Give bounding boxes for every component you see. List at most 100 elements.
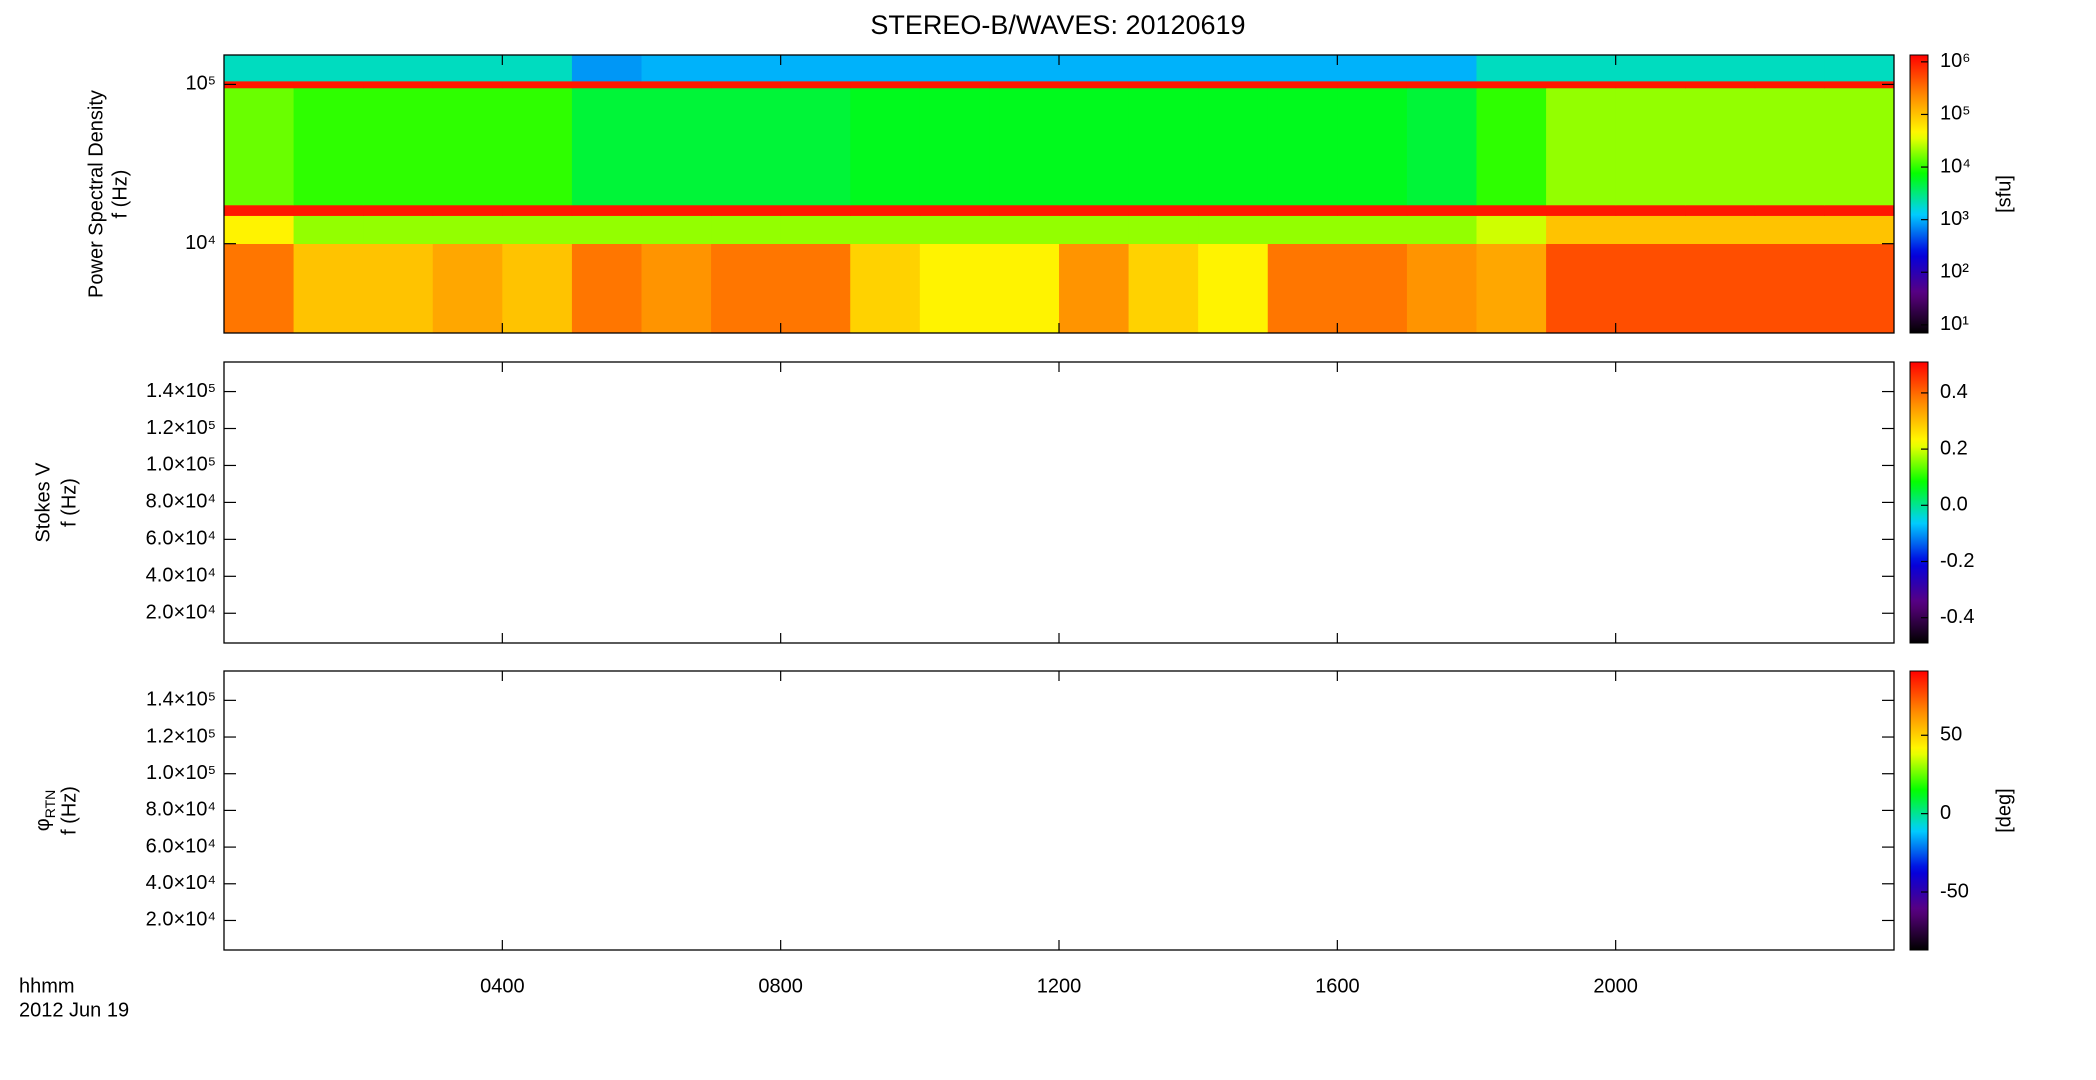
heatmap-cell — [1546, 55, 1617, 82]
heatmap-cell — [711, 81, 782, 89]
colorbar-tick-label: 0 — [1940, 802, 1951, 824]
heatmap-cell — [502, 215, 573, 244]
heatmap-cell — [1546, 243, 1617, 334]
y-tick-label: 1.4×10⁵ — [146, 380, 216, 402]
heatmap-cell — [571, 204, 642, 216]
plot-frame — [223, 670, 1895, 951]
colorbar-label: [deg] — [1993, 788, 2015, 832]
y-tick-label: 10⁴ — [185, 232, 216, 254]
heatmap-cell — [293, 204, 364, 216]
heatmap-cell — [780, 243, 851, 334]
plot-frame — [223, 361, 1895, 644]
heatmap-cell — [1546, 215, 1617, 244]
heatmap-cell — [1406, 204, 1477, 216]
colorbar-tick-label: -0.4 — [1940, 606, 1974, 628]
colorbar-tick-label: 0.2 — [1940, 437, 1968, 459]
colorbar — [1909, 54, 1929, 334]
heatmap-cell — [989, 87, 1060, 206]
heatmap-cell — [1546, 81, 1617, 89]
heatmap-cell — [1198, 87, 1269, 206]
heatmap-cell — [363, 81, 434, 89]
y-axis-label-subscript: RTN — [42, 790, 58, 819]
heatmap-cell — [989, 81, 1060, 89]
heatmap-cell — [432, 204, 503, 216]
heatmap-cell — [1267, 204, 1338, 216]
heatmap-cell — [1476, 87, 1547, 206]
heatmap-cell — [1754, 243, 1825, 334]
colorbar-tick-label: 10⁶ — [1940, 50, 1970, 72]
heatmap-cell — [502, 204, 573, 216]
heatmap-cell — [780, 81, 851, 89]
heatmap-cell — [224, 215, 295, 244]
y-tick-label: 4.0×10⁴ — [146, 565, 216, 587]
heatmap-cell — [1406, 215, 1477, 244]
heatmap-cell — [1198, 55, 1269, 82]
y-tick-label: 4.0×10⁴ — [146, 872, 216, 894]
heatmap-cell — [1059, 215, 1130, 244]
heatmap-cell — [293, 87, 364, 206]
y-axis-label: Stokes V — [32, 462, 54, 543]
heatmap-cell — [1476, 81, 1547, 89]
heatmap-cell — [919, 204, 990, 216]
heatmap-cell — [711, 55, 782, 82]
heatmap-cell — [641, 55, 712, 82]
heatmap-cell — [224, 87, 295, 206]
x-tick-label: 2000 — [1593, 975, 1638, 997]
y-tick-label: 2.0×10⁴ — [146, 909, 216, 931]
colorbar-label: [sfu] — [1993, 175, 2015, 213]
heatmap-cell — [1406, 243, 1477, 334]
date-label: 2012 Jun 19 — [19, 999, 129, 1021]
heatmap-cell — [1476, 215, 1547, 244]
heatmap-cell — [989, 204, 1060, 216]
heatmap-cell — [363, 215, 434, 244]
colorbar — [1909, 361, 1929, 644]
heatmap-cell — [1685, 81, 1756, 89]
heatmap-cell — [1128, 204, 1199, 216]
heatmap-cell — [1615, 55, 1686, 82]
heatmap-cell — [1337, 55, 1408, 82]
heatmap-cell — [850, 87, 921, 206]
heatmap-cell — [1337, 204, 1408, 216]
heatmap-cell — [1337, 87, 1408, 206]
heatmap-cell — [780, 215, 851, 244]
heatmap-cell — [850, 215, 921, 244]
heatmap-cell — [1685, 215, 1756, 244]
x-tick-label: 1200 — [1037, 975, 1082, 997]
heatmap-cell — [850, 81, 921, 89]
heatmap-cell — [1824, 204, 1895, 216]
heatmap-cell — [571, 81, 642, 89]
x-tick-label: 0800 — [758, 975, 803, 997]
heatmap-cell — [432, 87, 503, 206]
heatmap-cell — [1128, 81, 1199, 89]
heatmap-cell — [1685, 243, 1756, 334]
heatmap-cell — [850, 243, 921, 334]
x-tick-label: 1600 — [1315, 975, 1360, 997]
heatmap-cell — [1824, 81, 1895, 89]
x-tick-label: 0400 — [480, 975, 525, 997]
heatmap-cell — [1198, 204, 1269, 216]
heatmap-cell — [1824, 215, 1895, 244]
heatmap-cell — [363, 87, 434, 206]
heatmap-cell — [989, 243, 1060, 334]
heatmap-cell — [293, 215, 364, 244]
heatmap-cell — [1754, 55, 1825, 82]
y-tick-label: 6.0×10⁴ — [146, 835, 216, 857]
heatmap-cell — [919, 81, 990, 89]
heatmap-cell — [1267, 55, 1338, 82]
y-axis-label-symbol: φ — [32, 818, 54, 831]
heatmap-cell — [293, 55, 364, 82]
heatmap-cell — [224, 204, 295, 216]
heatmap-cell — [363, 55, 434, 82]
y-tick-label: 1.4×10⁵ — [146, 689, 216, 711]
heatmap-cell — [1754, 87, 1825, 206]
heatmap-cell — [780, 87, 851, 206]
colorbar-tick-label: -50 — [1940, 880, 1969, 902]
colorbar-tick-label: 10⁴ — [1940, 155, 1971, 177]
colorbar-tick-label: 50 — [1940, 724, 1962, 746]
heatmap-cell — [989, 55, 1060, 82]
heatmap-cell — [780, 204, 851, 216]
heatmap-cell — [1406, 87, 1477, 206]
heatmap-cell — [224, 55, 295, 82]
heatmap-cell — [1337, 215, 1408, 244]
